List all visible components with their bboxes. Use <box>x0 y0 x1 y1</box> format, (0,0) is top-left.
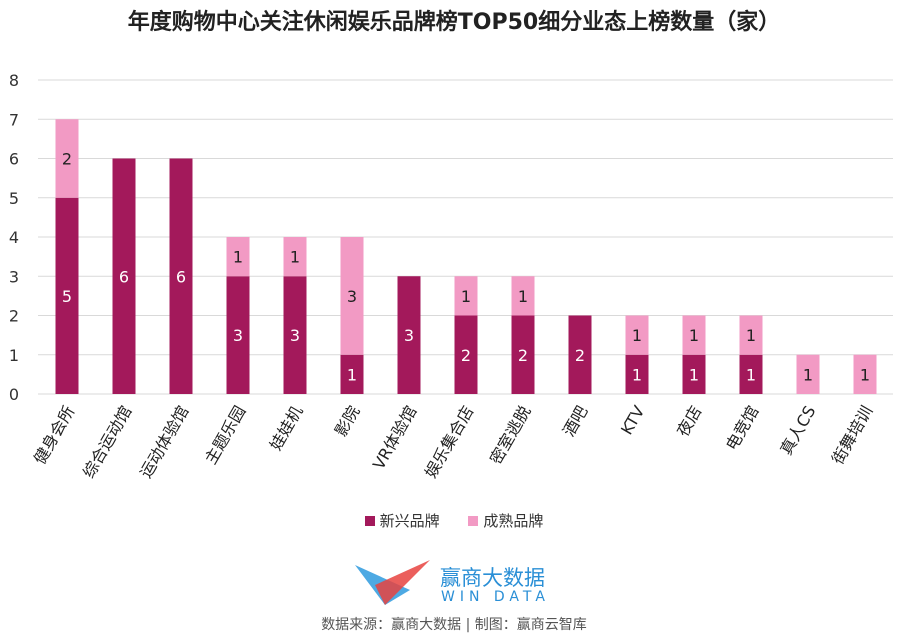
y-tick-label: 6 <box>9 150 19 169</box>
bar-segment <box>625 354 649 394</box>
logo-text: 赢商大数据 <box>440 566 545 590</box>
y-tick-label: 4 <box>9 228 19 247</box>
data-label: 1 <box>803 365 813 384</box>
x-tick-label: 真人CS <box>776 403 819 459</box>
source-note: 数据来源：赢商大数据 | 制图：赢商云智库 <box>321 617 587 633</box>
bar-segment <box>55 197 79 394</box>
x-tick-label: 运动体验馆 <box>136 403 192 482</box>
bar-segment <box>625 315 649 355</box>
bar-segment <box>226 237 250 277</box>
bar-segment <box>283 237 307 277</box>
data-label: 6 <box>176 267 186 286</box>
data-label: 5 <box>62 287 72 306</box>
x-tick-label: 综合运动馆 <box>79 403 135 482</box>
y-tick-label: 7 <box>9 110 19 129</box>
y-tick-label: 3 <box>9 267 19 286</box>
x-tick-label: VR体验馆 <box>369 403 420 473</box>
data-label: 1 <box>233 248 243 267</box>
data-label: 1 <box>290 248 300 267</box>
bar-segment <box>55 119 79 198</box>
bar-segment <box>112 158 136 394</box>
bar-segment <box>853 354 877 394</box>
data-label: 1 <box>689 365 699 384</box>
data-label: 2 <box>575 346 585 365</box>
logo-subtext: WIN DATA <box>441 589 550 605</box>
x-tick-label: 街舞培训 <box>828 403 876 468</box>
data-label: 1 <box>746 326 756 345</box>
data-label: 1 <box>461 287 471 306</box>
y-tick-label: 2 <box>9 307 19 326</box>
bar-segment <box>454 276 478 316</box>
x-tick-label: 健身会所 <box>30 403 78 468</box>
data-label: 2 <box>518 346 528 365</box>
y-tick-label: 1 <box>9 346 19 365</box>
win-data-logo-icon <box>355 560 430 605</box>
x-tick-label: 娃娃机 <box>266 403 306 454</box>
data-label: 1 <box>746 365 756 384</box>
x-tick-label: 酒吧 <box>559 403 591 440</box>
x-tick-label: 影院 <box>331 403 363 440</box>
x-tick-label: 夜店 <box>673 403 705 440</box>
bar-segment <box>454 315 478 394</box>
bar-segment <box>511 276 535 316</box>
data-label: 2 <box>461 346 471 365</box>
bar-segment <box>340 237 364 355</box>
data-label: 1 <box>632 326 642 345</box>
data-label: 3 <box>290 326 300 345</box>
data-label: 6 <box>119 267 129 286</box>
legend-item-emerging: 新兴品牌 <box>364 510 440 531</box>
data-label: 3 <box>347 287 357 306</box>
x-tick-label: 娱乐集合店 <box>421 403 477 482</box>
data-label: 1 <box>347 365 357 384</box>
data-label: 3 <box>233 326 243 345</box>
y-tick-label: 0 <box>9 385 19 404</box>
legend-label: 新兴品牌 <box>379 512 440 530</box>
x-tick-label: 电竞馆 <box>722 403 762 454</box>
bar-segment <box>511 315 535 394</box>
legend-swatch <box>364 515 375 526</box>
x-tick-label: 主题乐园 <box>201 403 249 468</box>
data-label: 1 <box>860 365 870 384</box>
data-label: 1 <box>632 365 642 384</box>
data-label: 1 <box>689 326 699 345</box>
legend-swatch <box>468 515 479 526</box>
bar-segment <box>682 354 706 394</box>
bar-segment <box>226 276 250 394</box>
bar-segment <box>682 315 706 355</box>
bar-segment <box>397 276 421 394</box>
legend-label: 成熟品牌 <box>483 512 544 530</box>
bar-segment <box>568 315 592 394</box>
bar-segment <box>283 276 307 394</box>
data-label: 1 <box>518 287 528 306</box>
y-tick-label: 8 <box>9 71 19 90</box>
legend-item-mature: 成熟品牌 <box>468 510 543 531</box>
bar-segment <box>340 354 364 394</box>
y-tick-label: 5 <box>9 189 19 208</box>
bar-segment <box>739 315 763 355</box>
x-tick-label: 密室逃脱 <box>486 403 534 468</box>
x-tick-label: KTV <box>617 402 648 438</box>
legend: 新兴品牌 成熟品牌 <box>0 510 908 531</box>
bar-segment <box>796 354 820 394</box>
data-label: 3 <box>404 326 414 345</box>
bar-segment <box>739 354 763 394</box>
data-label: 2 <box>62 150 72 169</box>
chart-title: 年度购物中心关注休闲娱乐品牌榜TOP50细分业态上榜数量（家） <box>127 10 781 35</box>
bar-segment <box>169 158 193 394</box>
